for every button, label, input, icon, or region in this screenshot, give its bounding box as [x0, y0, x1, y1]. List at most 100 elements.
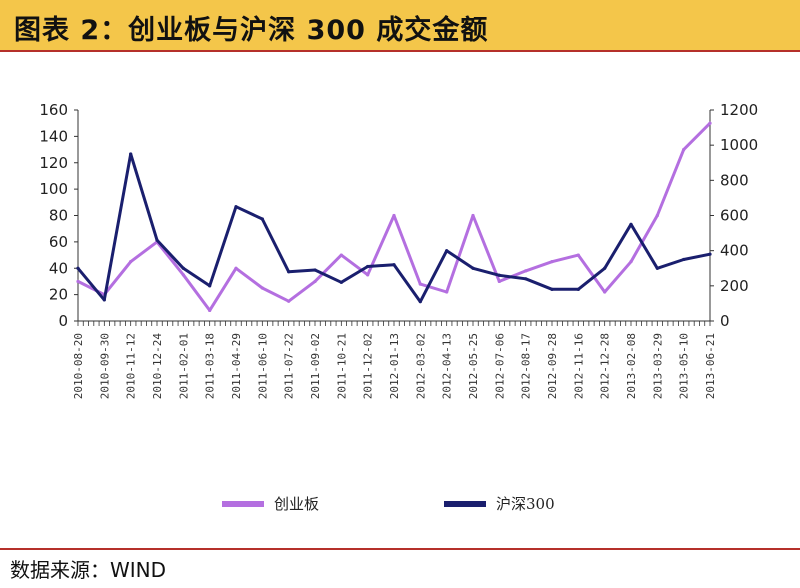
- point-hs300: [287, 270, 291, 274]
- point-hs300: [471, 266, 475, 270]
- point-hs300: [366, 264, 370, 269]
- point-hs300: [155, 238, 159, 242]
- x-tick-label: 2012-05-25: [467, 333, 480, 399]
- x-tick-label: 2012-01-13: [388, 333, 401, 399]
- left-tick-label: 140: [39, 127, 68, 145]
- point-chinext: [524, 269, 528, 273]
- title-bar: 图表 2：创业板与沪深 300 成交金额: [0, 0, 800, 50]
- left-tick-label: 0: [58, 312, 68, 330]
- point-chinext: [497, 279, 501, 284]
- right-tick-label: 1000: [720, 136, 758, 154]
- point-hs300: [655, 266, 659, 270]
- point-chinext: [234, 266, 238, 270]
- right-tick-label: 1200: [720, 101, 758, 119]
- point-chinext: [392, 213, 396, 218]
- x-tick-label: 2010-09-30: [98, 333, 111, 399]
- x-tick-label: 2013-06-21: [704, 333, 717, 399]
- point-chinext: [366, 273, 370, 277]
- point-hs300: [445, 249, 449, 253]
- x-tick-label: 2013-03-29: [651, 333, 664, 399]
- point-hs300: [576, 287, 580, 291]
- point-chinext: [313, 279, 317, 284]
- x-tick-label: 2012-04-13: [441, 333, 454, 399]
- x-tick-label: 2013-02-08: [625, 333, 638, 399]
- x-tick-label: 2011-06-10: [256, 333, 269, 399]
- left-tick-label: 40: [49, 259, 68, 277]
- x-tick-label: 2010-11-12: [125, 333, 138, 399]
- point-hs300: [181, 266, 185, 270]
- point-hs300: [418, 300, 422, 304]
- x-tick-label: 2012-07-06: [493, 333, 506, 399]
- left-tick-label: 20: [49, 286, 68, 304]
- chart-marks: [76, 121, 712, 313]
- point-hs300: [76, 266, 80, 270]
- point-hs300: [260, 217, 264, 221]
- x-tick-label: 2011-04-29: [230, 333, 243, 399]
- point-hs300: [392, 263, 396, 267]
- chart: 0 20 40 60 80 100 120 140 160 0 200 400 600 800 1000 12…: [39, 101, 758, 513]
- point-hs300: [524, 277, 528, 281]
- left-tick-label: 100: [39, 180, 68, 198]
- point-chinext: [576, 253, 580, 257]
- bottom-rule: [0, 548, 800, 550]
- x-tick-label: 2012-11-16: [572, 333, 585, 399]
- legend-label-hs300: 沪深300: [496, 495, 555, 513]
- right-tick-label: 200: [720, 277, 749, 295]
- x-tick-label: 2010-12-24: [151, 333, 164, 400]
- x-tick-label: 2013-05-10: [678, 333, 691, 399]
- point-chinext: [339, 253, 343, 257]
- point-chinext: [287, 299, 291, 303]
- x-tick-label: 2011-10-21: [335, 333, 348, 399]
- point-hs300: [682, 257, 686, 262]
- point-hs300: [708, 252, 712, 256]
- x-tick-label: 2012-12-28: [599, 333, 612, 399]
- left-tick-label: 80: [49, 207, 68, 225]
- right-tick-label: 800: [720, 171, 749, 189]
- axes: 0 20 40 60 80 100 120 140 160 0 200 400 600 800 1000 12…: [39, 101, 758, 399]
- point-chinext: [603, 290, 607, 294]
- top-rule: [0, 50, 800, 52]
- point-chinext: [655, 213, 659, 218]
- point-chinext: [682, 147, 686, 152]
- x-tick-label: 2011-02-01: [177, 333, 190, 399]
- x-tick-label: 2011-03-18: [204, 333, 217, 399]
- point-chinext: [418, 282, 422, 286]
- x-tick-label: 2012-08-17: [520, 333, 533, 399]
- chart-title: 图表 2：创业板与沪深 300 成交金额: [14, 15, 489, 46]
- point-chinext: [76, 279, 80, 284]
- x-tick-label: 2011-07-22: [283, 333, 296, 399]
- left-tick-label: 160: [39, 101, 68, 119]
- legend-label-chinext: 创业板: [274, 495, 319, 513]
- point-chinext: [708, 121, 712, 125]
- point-hs300: [339, 280, 343, 284]
- legend: 创业板 沪深300: [222, 495, 555, 513]
- point-hs300: [129, 152, 133, 156]
- point-chinext: [260, 286, 264, 290]
- left-tick-label: 120: [39, 154, 68, 172]
- right-tick-label: 400: [720, 242, 749, 260]
- point-chinext: [550, 260, 554, 264]
- point-hs300: [603, 266, 607, 270]
- point-hs300: [497, 273, 501, 277]
- x-tick-label: 2012-09-28: [546, 333, 559, 399]
- point-chinext: [208, 308, 212, 313]
- source-note: 数据来源：WIND: [10, 558, 167, 582]
- point-chinext: [629, 260, 633, 264]
- point-chinext: [181, 273, 185, 277]
- point-chinext: [471, 213, 475, 218]
- x-tick-label: 2012-03-02: [414, 333, 427, 399]
- point-hs300: [550, 287, 554, 291]
- point-hs300: [234, 205, 238, 209]
- x-tick-label: 2010-08-20: [72, 333, 85, 399]
- x-tick-label: 2011-12-02: [362, 333, 375, 399]
- point-chinext: [129, 260, 133, 264]
- left-tick-label: 60: [49, 233, 68, 251]
- point-hs300: [102, 298, 106, 302]
- point-hs300: [629, 222, 633, 226]
- right-tick-label: 0: [720, 312, 730, 330]
- x-tick-label: 2011-09-02: [309, 333, 322, 399]
- point-hs300: [208, 284, 212, 288]
- right-tick-label: 600: [720, 207, 749, 225]
- point-chinext: [445, 290, 449, 294]
- point-hs300: [313, 268, 317, 272]
